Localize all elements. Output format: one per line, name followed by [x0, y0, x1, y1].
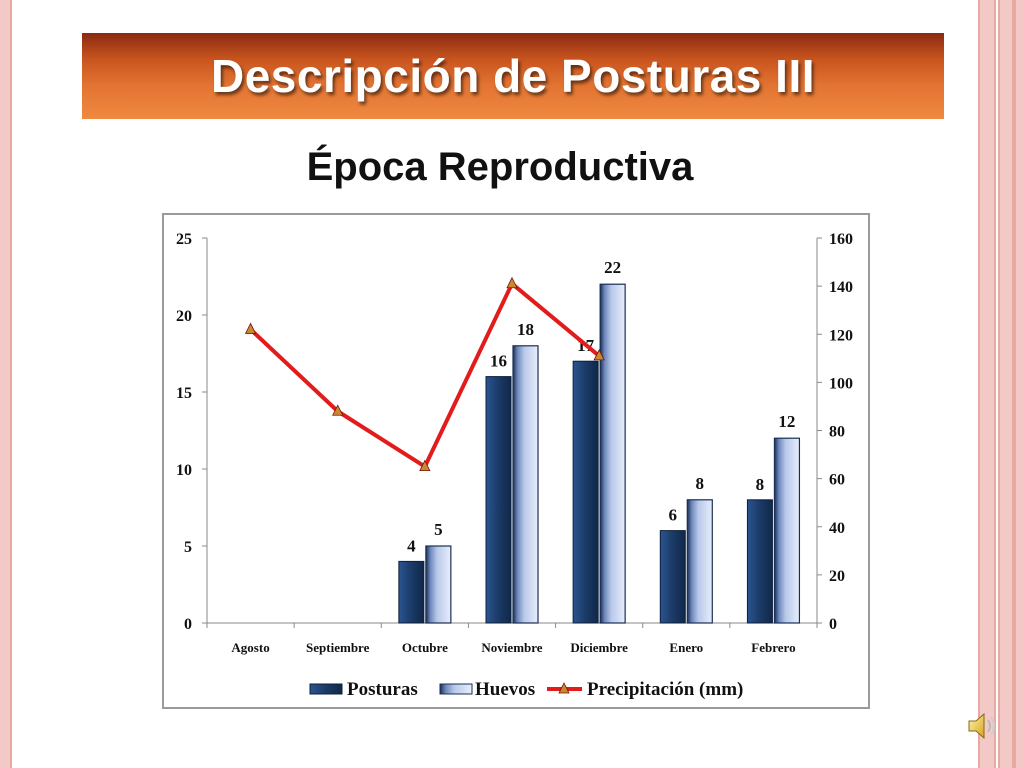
legend-label-posturas: Posturas — [347, 679, 418, 700]
slide-title: Descripción de Posturas III — [210, 50, 816, 102]
x-tick-label: Septiembre — [306, 640, 370, 655]
right-tick-label: 140 — [829, 279, 853, 296]
bar-posturas — [485, 376, 512, 624]
point-precipitacion — [419, 459, 431, 471]
left-tick-label: 15 — [176, 385, 192, 402]
x-tick-label: Agosto — [231, 640, 269, 655]
bar-posturas — [746, 499, 773, 624]
bar-posturas — [398, 560, 425, 624]
right-tick-label: 100 — [829, 375, 853, 392]
series-line-precipitacion — [249, 281, 601, 469]
right-decorative-stripe — [978, 0, 996, 768]
data-label-huevos: 8 — [696, 474, 705, 493]
bar-posturas — [572, 360, 599, 624]
legend-swatch-huevos — [439, 683, 473, 695]
speaker-icon[interactable] — [966, 710, 1000, 742]
left-decorative-stripe — [0, 0, 12, 768]
left-tick-label: 25 — [176, 231, 192, 248]
right-tick-label: 120 — [829, 327, 853, 344]
data-label-posturas: 16 — [490, 352, 507, 371]
legend-label-precipitacion: Precipitación (mm) — [587, 679, 743, 700]
right-tick-label: 160 — [829, 231, 853, 248]
x-tick-label: Octubre — [402, 640, 448, 655]
point-precipitacion — [593, 349, 605, 361]
bar-huevos — [425, 545, 452, 624]
bar-huevos — [773, 437, 801, 624]
data-label-posturas: 8 — [756, 475, 765, 494]
right-tick-label: 0 — [829, 616, 837, 633]
point-precipitacion — [332, 404, 344, 416]
bar-huevos — [512, 345, 539, 624]
left-tick-label: 0 — [184, 616, 192, 633]
right-decorative-stripe — [1014, 0, 1024, 768]
x-tick-label: Noviembre — [481, 640, 542, 655]
right-decorative-stripe — [998, 0, 1014, 768]
data-label-posturas: 4 — [407, 536, 416, 555]
data-label-huevos: 12 — [778, 412, 795, 431]
right-tick-label: 40 — [829, 520, 845, 537]
x-tick-label: Febrero — [751, 640, 795, 655]
title-bar: Descripción de Posturas III — [82, 33, 944, 119]
left-tick-label: 20 — [176, 308, 192, 325]
right-tick-label: 80 — [829, 424, 845, 441]
data-label-posturas: 6 — [669, 506, 678, 525]
left-tick-label: 10 — [176, 462, 192, 479]
legend-marker-precipitacion — [558, 682, 570, 694]
left-tick-label: 5 — [184, 539, 192, 556]
x-tick-label: Diciembre — [570, 640, 628, 655]
slide-subtitle: Época Reproductiva — [306, 145, 694, 189]
legend-swatch-posturas — [309, 683, 343, 695]
bar-huevos — [686, 499, 713, 624]
data-label-huevos: 5 — [434, 520, 443, 539]
legend-label-huevos: Huevos — [475, 679, 535, 700]
data-label-huevos: 18 — [517, 320, 534, 339]
combo-chart: 0 5 10 15 20 25 0 20 40 60 80 100 120 140 160 Agosto Sep… — [176, 231, 853, 700]
data-label-huevos: 22 — [604, 258, 621, 277]
right-tick-label: 20 — [829, 568, 845, 585]
bar-posturas — [659, 530, 686, 624]
right-tick-label: 60 — [829, 472, 845, 489]
point-precipitacion — [506, 276, 518, 289]
point-precipitacion — [244, 322, 257, 334]
x-tick-label: Enero — [669, 640, 703, 655]
bar-huevos — [599, 283, 626, 624]
